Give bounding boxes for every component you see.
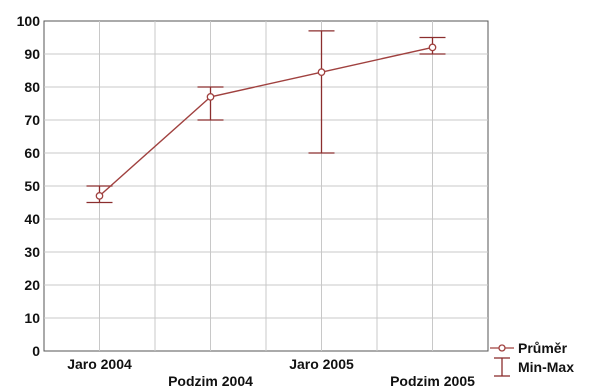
- y-tick-label: 80: [24, 79, 40, 95]
- mean-markers: [95, 43, 437, 200]
- mean-point: [95, 192, 104, 200]
- mean-point: [428, 43, 437, 52]
- legend: Průměr Min-Max: [490, 340, 574, 377]
- y-tick-label: 20: [24, 277, 40, 293]
- y-tick-label: 90: [24, 46, 40, 62]
- legend-mean-marker-icon: [498, 344, 506, 352]
- y-tick-label: 10: [24, 310, 40, 326]
- y-tick-label: 40: [24, 211, 40, 227]
- y-axis-ticks: 0 10 20 30 40 50 60 70 80 90 100: [17, 13, 41, 359]
- legend-minmax-label: Min-Max: [518, 359, 574, 375]
- legend-mean-label: Průměr: [518, 340, 568, 356]
- y-tick-label: 30: [24, 244, 40, 260]
- mean-line: [99, 46, 433, 197]
- mean-point: [317, 68, 326, 77]
- x-tick-label: Jaro 2004: [67, 356, 132, 372]
- y-tick-label: 100: [17, 13, 41, 29]
- x-tick-label: Jaro 2005: [289, 356, 354, 372]
- x-tick-label: Podzim 2005: [390, 373, 475, 389]
- x-axis-ticks: Jaro 2004 Podzim 2004 Jaro 2005 Podzim 2005: [67, 356, 475, 389]
- mean-series-line: [99, 46, 433, 197]
- y-tick-label: 50: [24, 178, 40, 194]
- y-tick-label: 70: [24, 112, 40, 128]
- x-tick-label: Podzim 2004: [168, 373, 253, 389]
- y-tick-label: 60: [24, 145, 40, 161]
- y-tick-label: 0: [32, 343, 40, 359]
- mean-point: [206, 93, 215, 101]
- min-max-error-bars: [86, 30, 446, 204]
